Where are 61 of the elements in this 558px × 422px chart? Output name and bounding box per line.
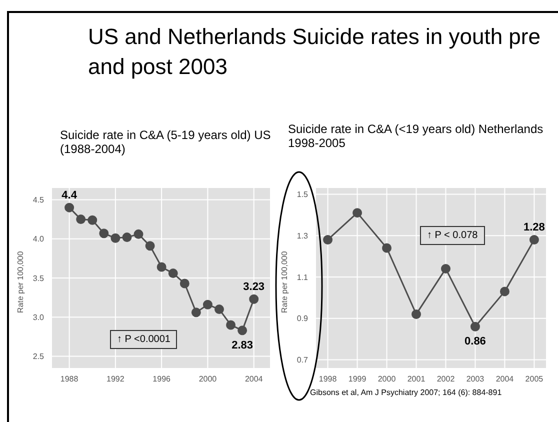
point (156, 262, 166, 272)
point (412, 309, 422, 319)
point (64, 202, 74, 212)
data-label: 4.4 (62, 190, 78, 202)
chart-title: Suicide rate in C&A (<19 years old) Netherlands 1998-2005 (288, 122, 544, 150)
y-tick-label: 2.5 (32, 352, 45, 362)
point (382, 243, 392, 253)
y-tick-label: 1.3 (296, 231, 309, 240)
x-tick-label: 2000 (378, 374, 396, 384)
x-tick-label: 2000 (198, 374, 218, 384)
data-label: 0.86 (464, 336, 486, 348)
x-tick-label: 1992 (106, 374, 125, 384)
text: US and Netherlands Suicide rates in youth pre and post 2003 (88, 23, 542, 81)
x-tick-label: 2001 (407, 374, 426, 384)
x-tick-label: 1999 (348, 374, 367, 384)
point (470, 322, 480, 332)
x-tick-label: 2002 (436, 374, 456, 384)
point (168, 268, 178, 278)
x-tick-label: 1996 (152, 374, 172, 384)
data-label: 2.83 (232, 339, 254, 352)
point (226, 320, 236, 330)
point (249, 294, 259, 304)
point (134, 229, 144, 239)
x-tick-label: 2004 (496, 374, 514, 384)
chart-subtitle: Suicide rate in C&A (5-19 years old) US (1988-2004) (60, 128, 271, 156)
x-tick-label: 2004 (244, 374, 264, 384)
point (180, 278, 190, 288)
point (352, 208, 362, 218)
annotation: ↑ P <0.0001 (110, 330, 178, 349)
y-tick-label: 3.0 (32, 312, 45, 322)
point (191, 308, 201, 318)
y-tick-label: 4.0 (32, 234, 45, 244)
point (110, 233, 120, 243)
y-tick-label: 3.5 (32, 274, 45, 283)
point (214, 304, 224, 314)
point (145, 241, 155, 251)
x-tick-label: 2003 (466, 374, 485, 384)
point (99, 228, 109, 238)
point (76, 214, 86, 224)
point (122, 232, 132, 242)
point (529, 234, 539, 244)
point (88, 215, 98, 225)
point (440, 264, 450, 274)
text: Gibsons et al, Am J Psychiatry 2007; 164 (6): 884-891 (310, 388, 502, 397)
data-label: 3.23 (243, 281, 265, 294)
x-tick-label: 2005 (525, 374, 544, 384)
y-tick-label: 4.5 (32, 196, 45, 205)
point (500, 286, 510, 296)
x-tick-label: 1988 (60, 374, 79, 384)
point (202, 300, 212, 310)
y-tick-label: 0.7 (296, 356, 309, 365)
y-tick-label: 0.9 (296, 314, 309, 324)
point (323, 234, 333, 244)
annotation: ↑ P < 0.078 (420, 226, 485, 245)
point (238, 326, 248, 336)
y-tick-label: 1.1 (296, 272, 309, 282)
x-tick-label: 1998 (318, 374, 338, 384)
y-tick-label: 1.5 (296, 190, 309, 200)
data-label: 1.28 (523, 222, 545, 234)
y-axis-title: Rate per 100,000 (280, 250, 289, 313)
y-axis-title: Rate per 100,000 (16, 250, 25, 313)
